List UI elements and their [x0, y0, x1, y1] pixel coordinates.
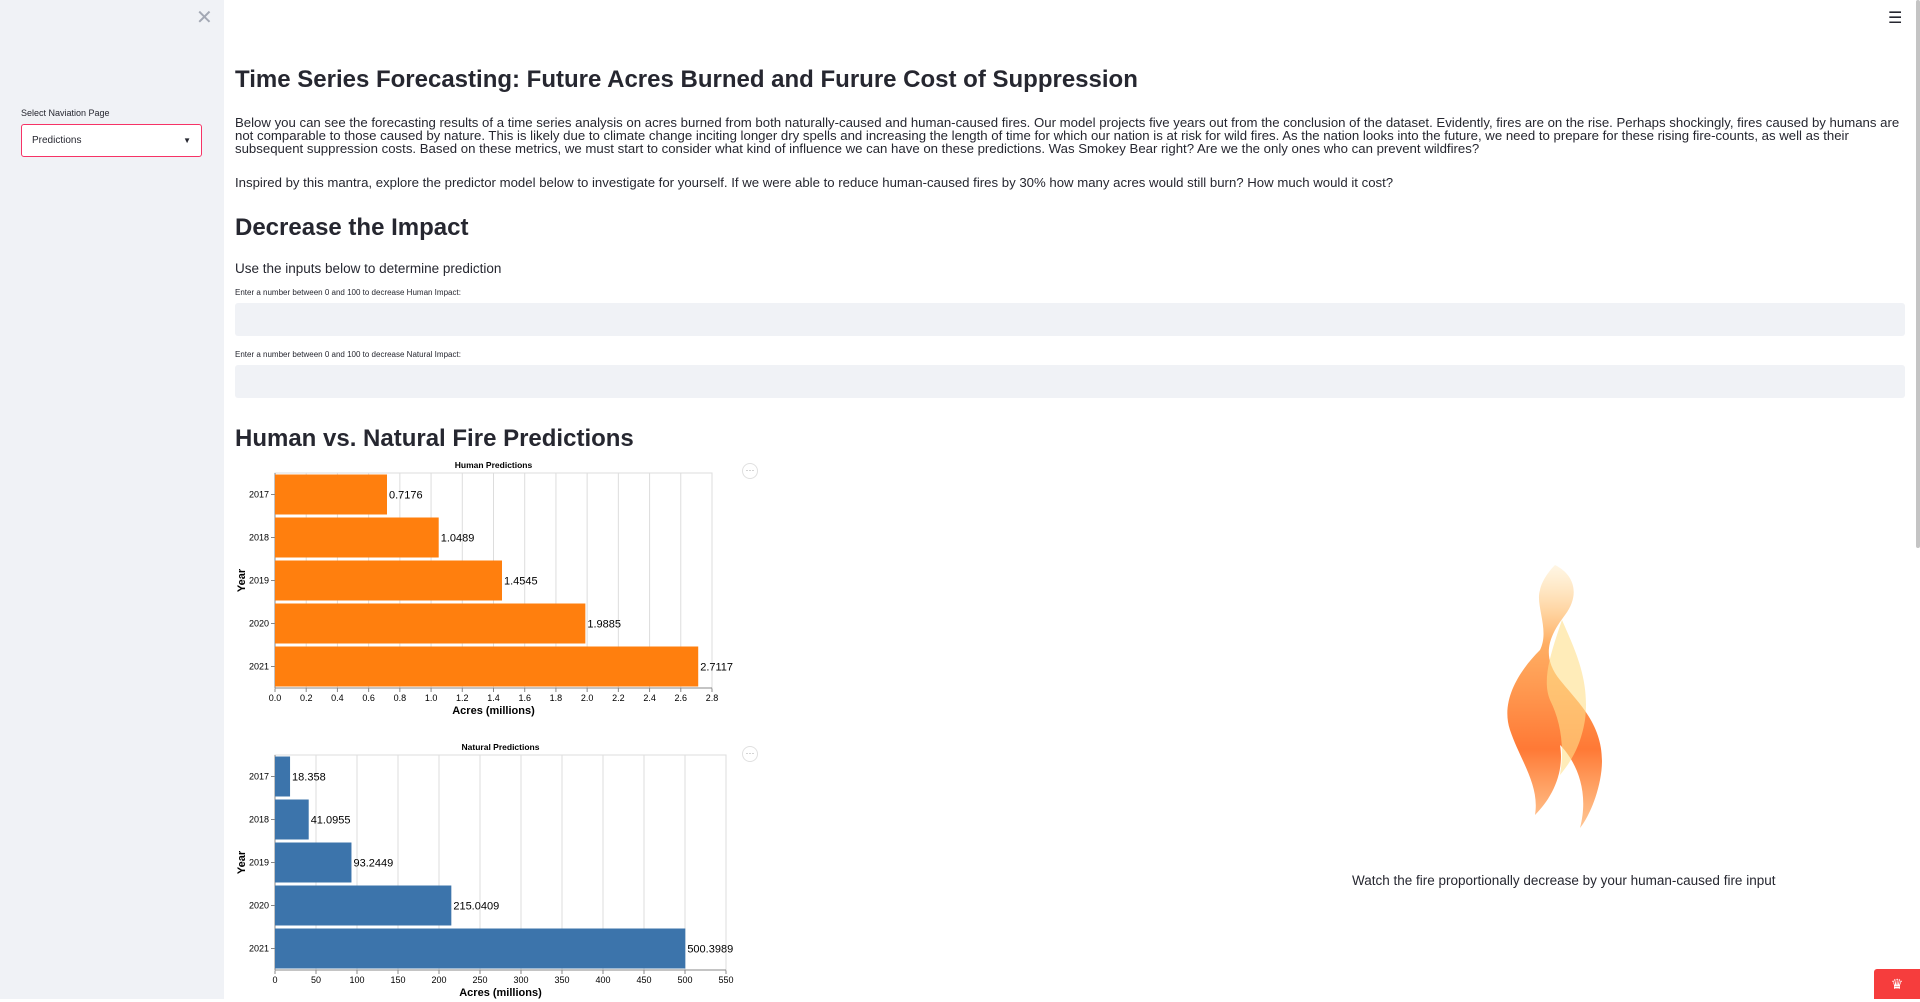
bar — [275, 842, 352, 883]
select-label: Select Naviation Page — [21, 108, 110, 118]
fire-caption: Watch the fire proportionally decrease b… — [1352, 873, 1776, 888]
more-options-icon[interactable]: ··· — [742, 463, 758, 479]
x-tick-label: 150 — [390, 975, 405, 985]
bar — [275, 799, 309, 840]
x-tick-label: 0.0 — [269, 693, 282, 703]
y-axis-title: Year — [236, 568, 248, 592]
x-tick-label: 550 — [718, 975, 733, 985]
human-predictions-chart: Human Predictions 0.0 0.2 0.4 0.6 0.8 1.0 1.2 1.… — [236, 460, 733, 717]
data-label: 2.7117 — [700, 662, 733, 674]
data-label: 500.3989 — [687, 944, 733, 956]
y-tick-label: 2020 — [249, 619, 269, 629]
x-tick-label: 450 — [636, 975, 651, 985]
y-tick-label: 2020 — [249, 901, 269, 911]
sidebar: ✕ Select Naviation Page Predictions ▼ — [0, 0, 224, 999]
bar — [275, 560, 503, 601]
data-label: 0.7176 — [389, 490, 423, 502]
x-tick-label: 50 — [311, 975, 321, 985]
inputs-instruction: Use the inputs below to determine predic… — [235, 261, 502, 276]
human-input-label: Enter a number between 0 and 100 to decr… — [235, 288, 461, 297]
x-tick-label: 500 — [677, 975, 692, 985]
y-tick-label: 2018 — [249, 533, 269, 543]
y-tick-label: 2017 — [249, 772, 269, 782]
natural-input-label: Enter a number between 0 and 100 to decr… — [235, 350, 461, 359]
y-tick-label: 2019 — [249, 576, 269, 586]
data-label: 93.2449 — [353, 858, 393, 870]
bar — [275, 756, 291, 797]
bar — [275, 928, 686, 969]
x-tick-label: 1.4 — [487, 693, 500, 703]
x-tick-label: 2.4 — [643, 693, 656, 703]
x-tick-label: 0.8 — [394, 693, 407, 703]
x-tick-label: 2.2 — [612, 693, 625, 703]
hamburger-menu-icon[interactable]: ☰ — [1888, 10, 1903, 27]
x-tick-label: 1.8 — [550, 693, 563, 703]
natural-impact-input[interactable] — [235, 365, 1905, 398]
y-tick-label: 2017 — [249, 490, 269, 500]
x-tick-label: 0 — [272, 975, 277, 985]
human-impact-input[interactable] — [235, 303, 1905, 336]
x-tick-label: 0.6 — [362, 693, 375, 703]
bar — [275, 474, 387, 515]
x-tick-label: 100 — [349, 975, 364, 985]
bar — [275, 885, 452, 926]
x-tick-label: 300 — [513, 975, 528, 985]
chart-title: Human Predictions — [455, 460, 533, 470]
data-label: 1.4545 — [504, 576, 538, 588]
x-tick-label: 250 — [472, 975, 487, 985]
data-label: 1.0489 — [441, 533, 475, 545]
x-tick-label: 1.2 — [456, 693, 469, 703]
data-label: 215.0409 — [453, 901, 499, 913]
predictions-heading: Human vs. Natural Fire Predictions — [235, 425, 634, 452]
x-tick-label: 1.6 — [518, 693, 531, 703]
x-tick-label: 2.0 — [581, 693, 594, 703]
impact-heading: Decrease the Impact — [235, 214, 469, 241]
x-tick-label: 0.4 — [331, 693, 344, 703]
x-tick-label: 2.6 — [675, 693, 688, 703]
x-axis-title: Acres (millions) — [459, 987, 542, 999]
intro-paragraph: Below you can see the forecasting result… — [235, 115, 1900, 156]
x-tick-label: 1.0 — [425, 693, 438, 703]
x-tick-label: 0.2 — [300, 693, 313, 703]
caret-down-icon: ▼ — [183, 136, 191, 145]
y-tick-label: 2019 — [249, 858, 269, 868]
x-tick-label: 350 — [554, 975, 569, 985]
chart-title: Natural Predictions — [462, 742, 540, 752]
navigation-select[interactable]: Predictions ▼ — [21, 124, 202, 157]
bar — [275, 646, 699, 687]
y-tick-label: 2021 — [249, 944, 269, 954]
data-label: 18.358 — [292, 772, 326, 784]
intro-paragraph-2: Inspired by this mantra, explore the pre… — [235, 175, 1394, 190]
more-options-icon[interactable]: ··· — [742, 746, 758, 762]
x-tick-label: 400 — [595, 975, 610, 985]
y-tick-label: 2021 — [249, 662, 269, 672]
y-axis-title: Year — [236, 850, 248, 874]
navigation-select-value: Predictions — [32, 135, 82, 146]
scrollbar[interactable] — [1916, 0, 1920, 548]
x-tick-label: 2.8 — [706, 693, 719, 703]
y-tick-label: 2018 — [249, 815, 269, 825]
x-tick-label: 200 — [431, 975, 446, 985]
streamlit-crown-icon[interactable]: ♛ — [1874, 969, 1920, 999]
x-axis-title: Acres (millions) — [452, 705, 535, 717]
fire-image — [1507, 565, 1602, 828]
data-label: 1.9885 — [587, 619, 621, 631]
natural-predictions-chart: Natural Predictions 0 50 100 150 200 250 300 350… — [236, 742, 734, 999]
page-title: Time Series Forecasting: Future Acres Bu… — [235, 66, 1138, 93]
bar — [275, 517, 439, 558]
close-icon[interactable]: ✕ — [196, 7, 213, 29]
data-label: 41.0955 — [311, 815, 351, 827]
bar — [275, 603, 586, 644]
